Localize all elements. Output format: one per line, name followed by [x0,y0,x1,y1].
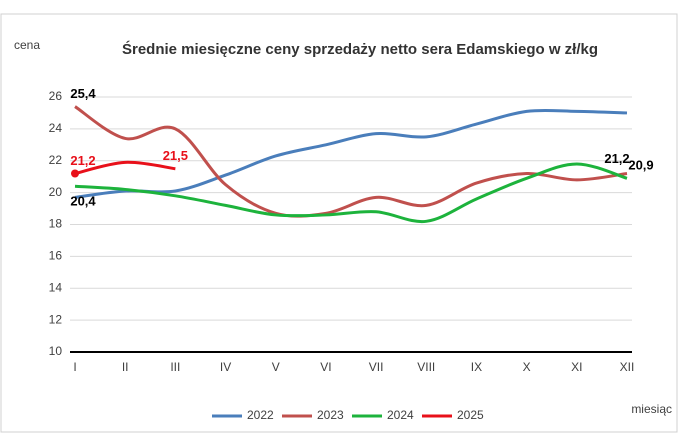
x-tick-label: IV [220,360,231,374]
data-label: 20,4 [70,194,96,209]
x-axis-label: miesiąc [631,402,672,416]
x-tick-label: II [122,360,129,374]
legend-label: 2022 [247,408,274,422]
data-label: 21,2 [604,151,629,166]
x-tick-label: I [73,360,76,374]
y-tick-label: 26 [49,89,63,103]
data-label: 21,5 [163,148,188,163]
legend-label: 2025 [457,408,484,422]
x-tick-label: III [170,360,180,374]
data-label: 21,2 [70,153,95,168]
y-tick-label: 16 [49,249,63,263]
series-line [74,105,628,218]
legend-label: 2024 [387,408,414,422]
point-marker [71,169,79,178]
y-tick-label: 20 [49,185,63,199]
x-tick-label: XI [571,360,582,374]
y-axis-label: cena [14,38,40,52]
chart-title: Średnie miesięczne ceny sprzedaży netto … [122,40,598,58]
x-tick-label: VIII [417,360,435,374]
y-tick-label: 10 [49,344,63,358]
data-label: 25,4 [70,86,96,101]
series-line [74,162,628,224]
y-tick-label: 14 [49,280,63,294]
x-tick-label: VI [320,360,331,374]
y-tick-label: 22 [49,153,63,167]
frame [0,13,678,433]
x-tick-label: VII [369,360,384,374]
x-tick-label: V [272,360,280,374]
series-line [74,160,176,175]
x-tick-label: XII [620,360,635,374]
y-tick-label: 18 [49,217,63,231]
x-tick-label: IX [471,360,482,374]
y-tick-label: 24 [49,121,63,135]
x-tick-label: X [523,360,531,374]
data-label: 20,9 [628,158,653,173]
series-line [74,108,628,199]
y-tick-label: 12 [49,312,63,326]
legend-label: 2023 [317,408,344,422]
